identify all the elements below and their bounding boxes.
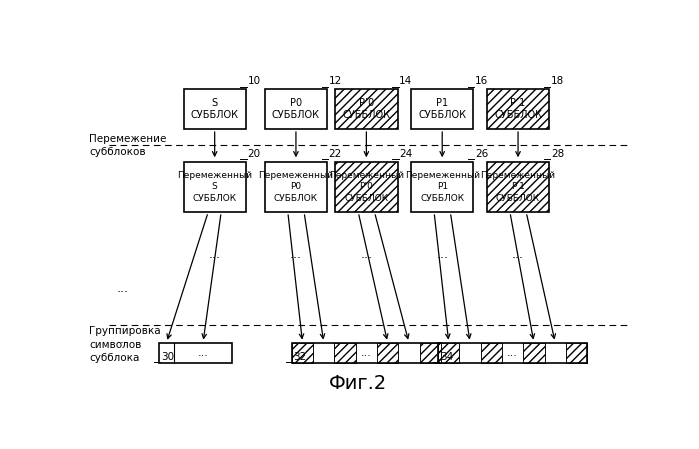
Text: 10: 10 xyxy=(247,76,261,86)
Bar xyxy=(184,89,246,129)
Bar xyxy=(334,343,356,363)
Text: ...: ... xyxy=(117,333,129,346)
Text: 20: 20 xyxy=(247,149,261,159)
Text: 24: 24 xyxy=(399,149,412,159)
Bar xyxy=(487,89,549,129)
Text: 26: 26 xyxy=(475,149,488,159)
Text: 30: 30 xyxy=(161,352,174,362)
Text: 32: 32 xyxy=(294,352,307,362)
Bar xyxy=(336,162,398,212)
Text: P’0
СУББЛОК: P’0 СУББЛОК xyxy=(343,98,390,120)
Bar xyxy=(265,162,327,212)
Bar xyxy=(481,343,502,363)
Text: ...: ... xyxy=(436,248,448,261)
Bar xyxy=(565,343,587,363)
Text: P1
СУББЛОК: P1 СУББЛОК xyxy=(418,98,466,120)
Text: 22: 22 xyxy=(329,149,342,159)
Bar xyxy=(411,89,473,129)
Text: Фиг.2: Фиг.2 xyxy=(329,374,387,393)
Text: 14: 14 xyxy=(399,76,412,86)
Text: ...: ... xyxy=(512,248,524,261)
Bar xyxy=(336,162,398,212)
Text: Группировка
символов
субблока: Группировка символов субблока xyxy=(89,326,161,363)
Bar xyxy=(438,343,459,363)
Bar xyxy=(292,343,313,363)
Bar xyxy=(487,89,549,129)
Text: P0
СУББЛОК: P0 СУББЛОК xyxy=(272,98,320,120)
Bar xyxy=(336,89,398,129)
Text: ...: ... xyxy=(507,348,518,358)
Text: 12: 12 xyxy=(329,76,342,86)
Text: Перемежение
субблоков: Перемежение субблоков xyxy=(89,134,166,157)
Text: Перемеженный
P’0
СУББЛОК: Перемеженный P’0 СУББЛОК xyxy=(329,172,404,202)
Bar xyxy=(265,89,327,129)
Bar xyxy=(336,89,398,129)
Text: Перемеженный
P’1
СУББЛОК: Перемеженный P’1 СУББЛОК xyxy=(480,172,556,202)
Text: ...: ... xyxy=(290,248,302,261)
Bar xyxy=(524,343,545,363)
Bar xyxy=(419,343,441,363)
Text: 34: 34 xyxy=(440,352,453,362)
Text: S
СУББЛОК: S СУББЛОК xyxy=(191,98,238,120)
Text: Перемеженный
P1
СУББЛОК: Перемеженный P1 СУББЛОК xyxy=(405,172,480,202)
Bar xyxy=(438,343,587,363)
Bar xyxy=(487,162,549,212)
Bar xyxy=(487,162,549,212)
Text: ...: ... xyxy=(198,348,208,358)
Text: 28: 28 xyxy=(551,149,564,159)
Text: 16: 16 xyxy=(475,76,488,86)
Text: P’1
СУББЛОК: P’1 СУББЛОК xyxy=(494,98,542,120)
Text: Перемеженный
S
СУББЛОК: Перемеженный S СУББЛОК xyxy=(177,172,252,202)
Bar xyxy=(184,162,246,212)
Text: 18: 18 xyxy=(551,76,564,86)
Bar xyxy=(159,343,232,363)
Text: ...: ... xyxy=(361,248,373,261)
Bar xyxy=(292,343,441,363)
Text: ...: ... xyxy=(117,282,129,295)
Text: Перемеженный
P0
СУББЛОК: Перемеженный P0 СУББЛОК xyxy=(259,172,333,202)
Bar xyxy=(377,343,398,363)
Bar xyxy=(411,162,473,212)
Text: ...: ... xyxy=(209,248,221,261)
Text: ...: ... xyxy=(361,348,372,358)
